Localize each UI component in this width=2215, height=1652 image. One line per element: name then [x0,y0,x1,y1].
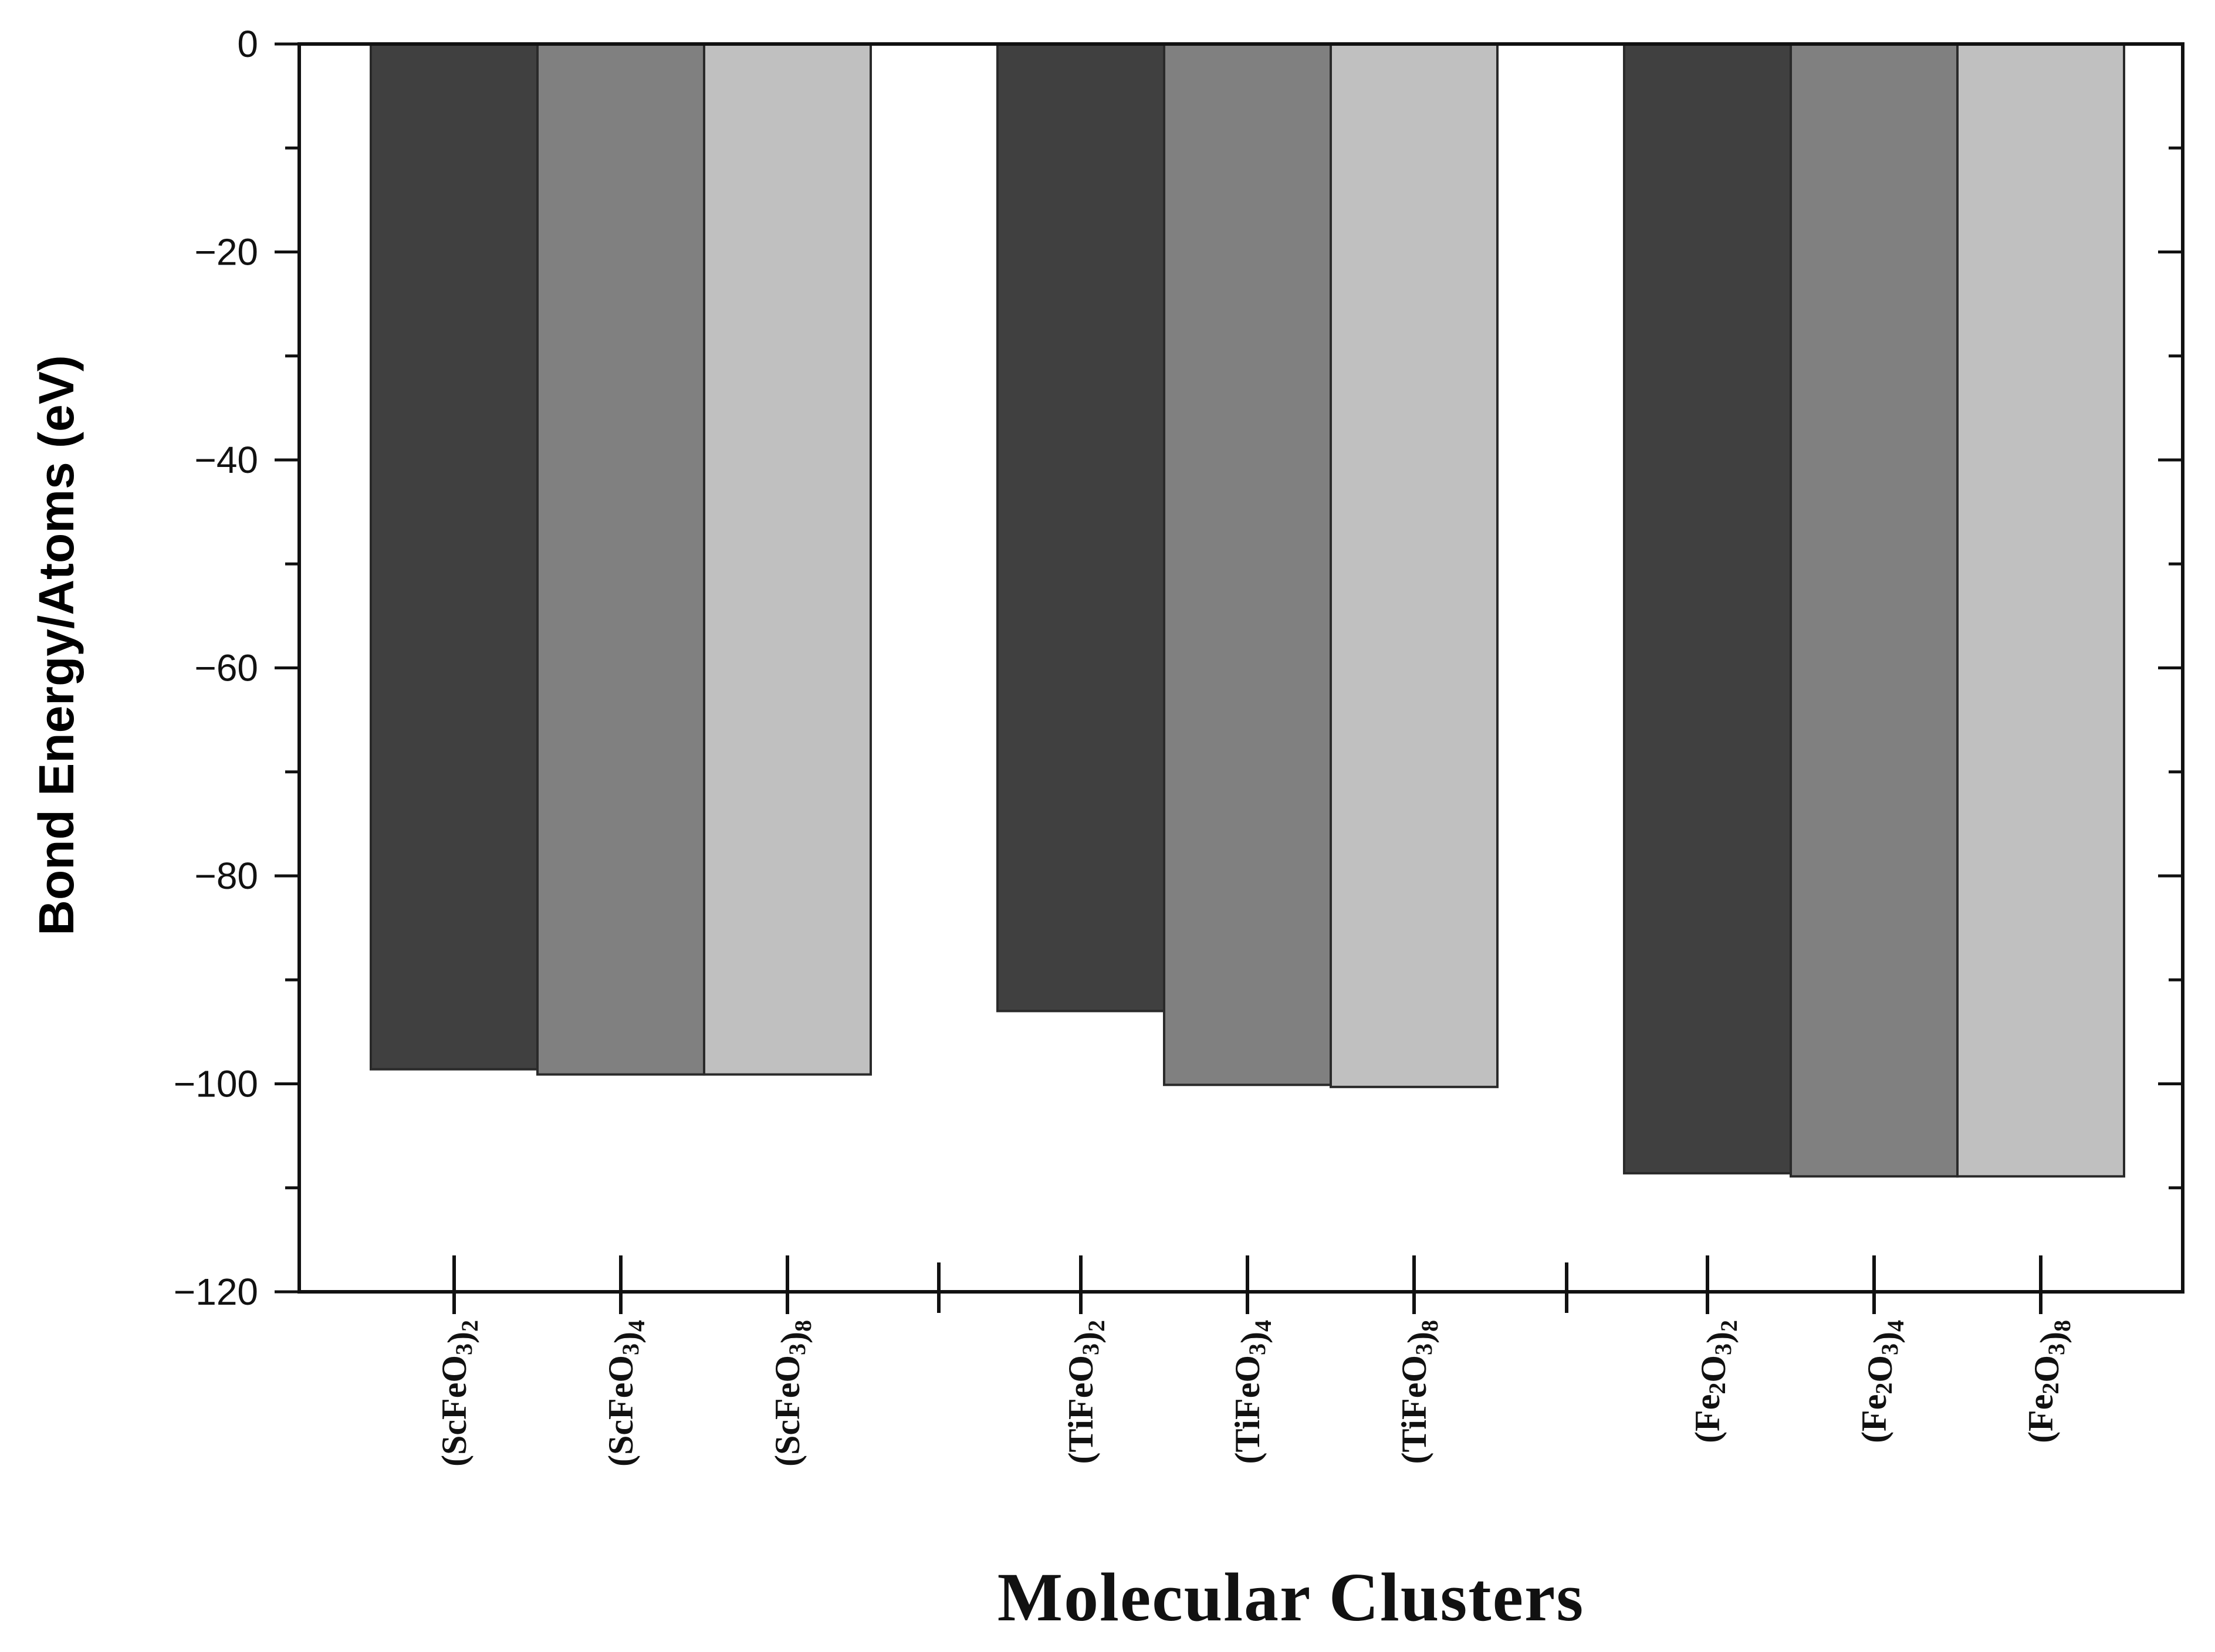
labels-layer: 0 −20 −40 −60 −80 −100 −120 (ScFeO3)2 (ScFeO3)4 (… [174,23,2075,1467]
y-tick-label: −80 [194,855,258,897]
y-axis-title: Bond Energy/Atoms (eV) [29,355,84,935]
bar-g1-2 [536,43,705,1076]
y-tick-label: 0 [237,23,258,65]
bar-g2-1 [996,43,1165,1013]
bar-g3-1 [1623,43,1792,1174]
x-axis-title: Molecular Clusters [997,1559,1585,1636]
bar-g3-3 [1956,43,2125,1178]
bar-g1-3 [703,43,872,1076]
x-category-label-g3-2: (Fe2O3)4 [1855,1320,1909,1443]
y-tick-label: −100 [174,1063,258,1105]
y-tick-label: −40 [194,439,258,481]
x-category-label-g1-2: (ScFeO3)4 [601,1320,650,1467]
axes-layer [275,42,2184,1314]
x-category-label-g2-2: (TiFeO3)4 [1228,1320,1276,1464]
x-category-label-g3-3: (Fe2O3)8 [2021,1320,2075,1443]
x-category-label-g1-1: (ScFeO3)2 [435,1320,483,1467]
bars-layer [370,43,2125,1178]
bar-g1-1 [370,43,539,1071]
x-category-label-g1-3: (ScFeO3)8 [768,1320,816,1467]
y-tick-label: −20 [194,231,258,273]
bar-g2-2 [1163,43,1332,1086]
y-tick-label: −60 [194,647,258,689]
x-category-label-g3-1: (Fe2O3)2 [1688,1320,1742,1443]
bar-g2-3 [1330,43,1499,1088]
y-tick-label: −120 [174,1271,258,1313]
bar-g3-2 [1790,43,1959,1178]
x-category-label-g2-1: (TiFeO3)2 [1061,1320,1110,1464]
x-category-label-g2-3: (TiFeO3)8 [1395,1320,1443,1464]
